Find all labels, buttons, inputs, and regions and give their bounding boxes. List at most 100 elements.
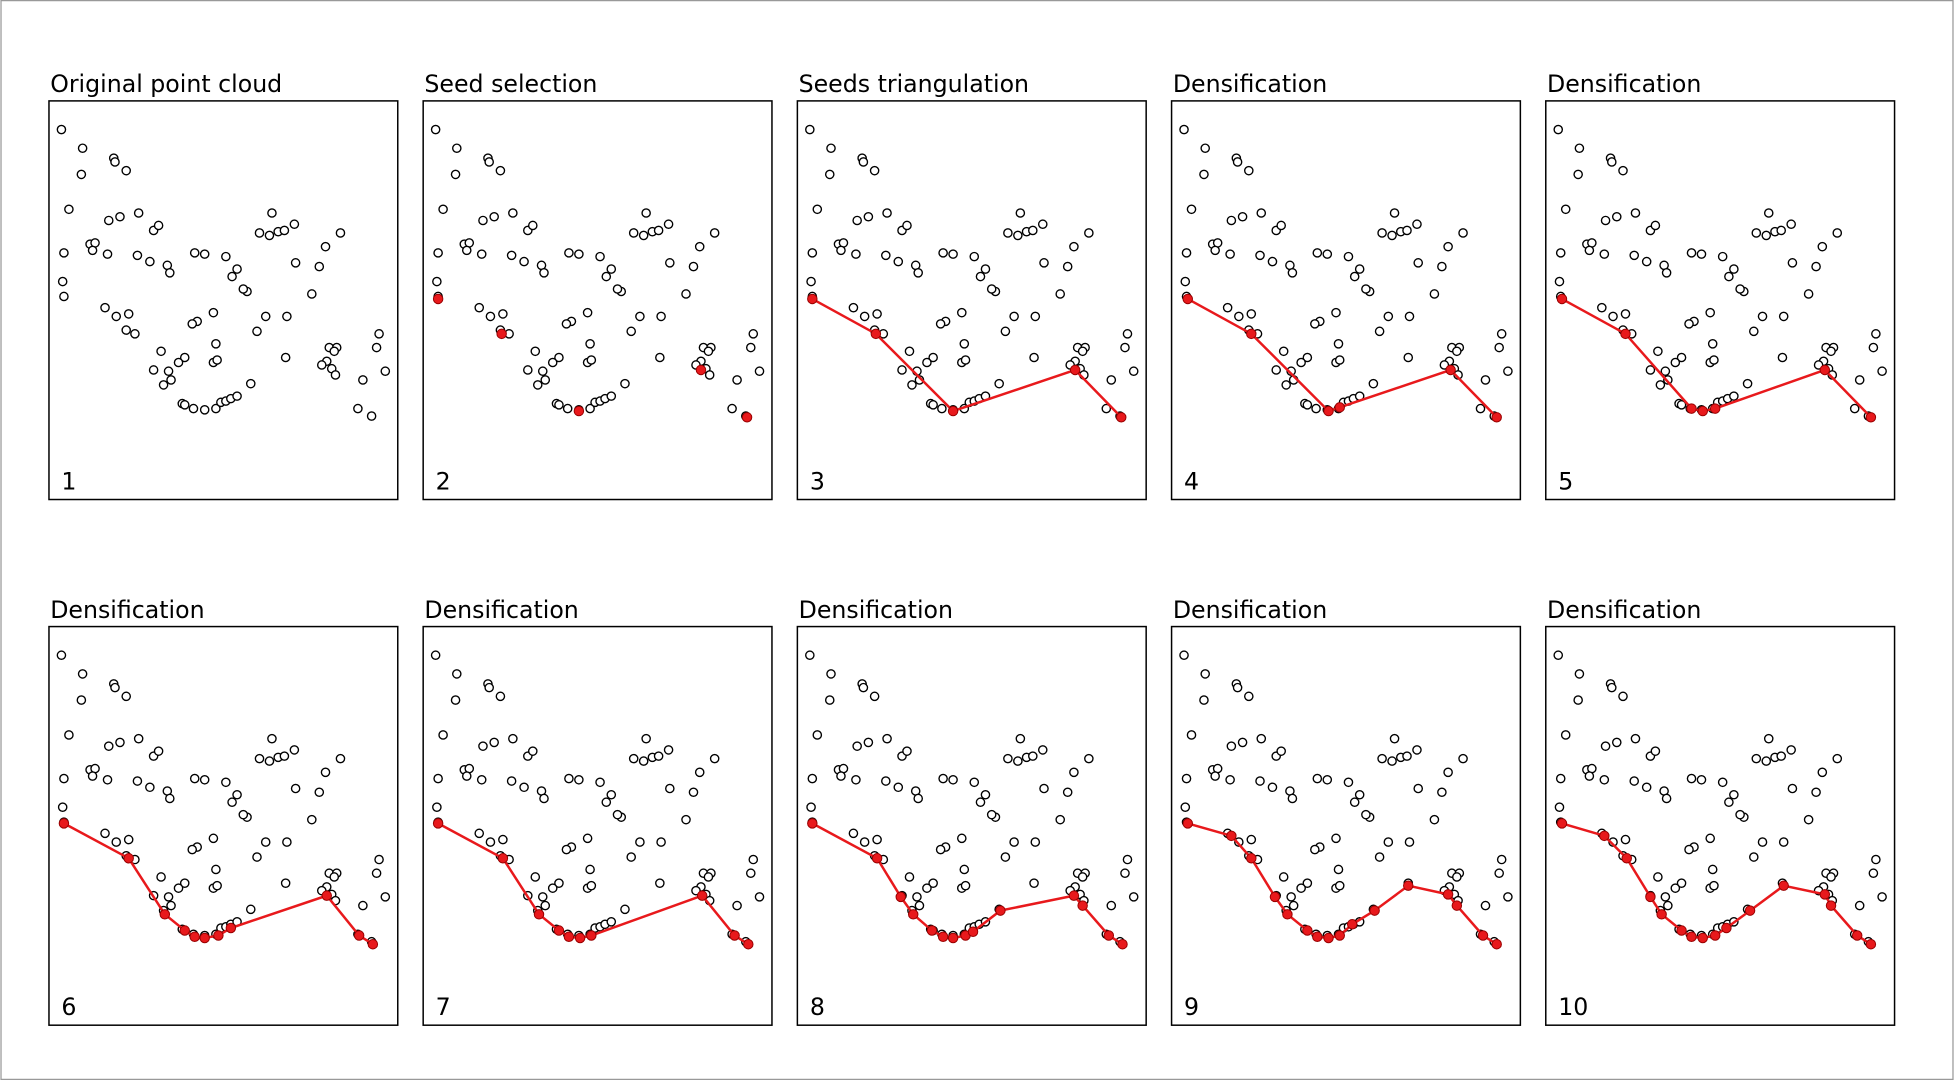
point bbox=[959, 339, 970, 349]
point bbox=[156, 872, 166, 882]
point bbox=[264, 230, 275, 241]
point bbox=[1062, 787, 1073, 798]
point bbox=[1009, 837, 1019, 847]
point bbox=[1655, 380, 1666, 390]
point bbox=[601, 797, 612, 808]
point bbox=[132, 250, 143, 261]
point bbox=[1854, 900, 1865, 911]
selected-point bbox=[1182, 818, 1194, 829]
point bbox=[881, 776, 891, 786]
point bbox=[1055, 814, 1066, 825]
selected-point bbox=[586, 930, 597, 941]
point bbox=[986, 809, 997, 820]
point bbox=[1653, 346, 1663, 357]
point bbox=[882, 208, 892, 218]
panel-box bbox=[422, 100, 773, 501]
selected-point bbox=[199, 932, 210, 944]
point bbox=[199, 405, 210, 415]
point bbox=[166, 375, 176, 385]
point bbox=[103, 215, 114, 226]
point bbox=[1246, 834, 1257, 845]
point bbox=[1620, 309, 1631, 319]
point bbox=[102, 249, 113, 259]
point bbox=[1122, 854, 1133, 865]
boundary-line bbox=[1187, 822, 1498, 946]
point bbox=[1729, 391, 1739, 401]
point bbox=[1333, 864, 1344, 875]
point bbox=[165, 268, 175, 278]
point bbox=[754, 366, 765, 377]
selected-point bbox=[1182, 293, 1194, 305]
point bbox=[1650, 220, 1661, 231]
point bbox=[187, 319, 198, 329]
point bbox=[638, 230, 649, 241]
point bbox=[1584, 771, 1595, 781]
point bbox=[1106, 900, 1117, 911]
point bbox=[1494, 342, 1504, 353]
point bbox=[564, 773, 574, 784]
point bbox=[957, 307, 967, 318]
point bbox=[1287, 268, 1298, 278]
point bbox=[1600, 741, 1611, 751]
point bbox=[158, 380, 169, 390]
point bbox=[1246, 309, 1257, 319]
point bbox=[1349, 797, 1360, 808]
selected-point bbox=[1323, 932, 1334, 944]
point bbox=[1849, 403, 1860, 414]
panel-number: 1 bbox=[61, 468, 76, 496]
point bbox=[1443, 767, 1453, 778]
point bbox=[852, 215, 862, 226]
point bbox=[1832, 753, 1843, 764]
point bbox=[1122, 329, 1133, 339]
selected-point bbox=[574, 932, 586, 944]
selected-point bbox=[123, 853, 134, 864]
point bbox=[1877, 366, 1887, 377]
point bbox=[173, 357, 184, 368]
point bbox=[922, 357, 932, 368]
point bbox=[704, 370, 715, 380]
point bbox=[111, 311, 122, 322]
point bbox=[806, 802, 816, 812]
point bbox=[1761, 756, 1772, 766]
point bbox=[1015, 208, 1026, 218]
point bbox=[508, 733, 518, 744]
point bbox=[1608, 311, 1618, 322]
point bbox=[267, 733, 277, 744]
point bbox=[330, 370, 341, 380]
point bbox=[688, 787, 699, 798]
point bbox=[893, 782, 904, 793]
point bbox=[474, 302, 485, 313]
point bbox=[187, 844, 198, 855]
point bbox=[280, 878, 291, 888]
point bbox=[863, 737, 874, 748]
point bbox=[938, 773, 948, 784]
point bbox=[1334, 355, 1345, 365]
point bbox=[484, 157, 494, 167]
point bbox=[1705, 307, 1715, 318]
point bbox=[1120, 868, 1130, 879]
point bbox=[1210, 245, 1220, 256]
point bbox=[1077, 872, 1088, 882]
point bbox=[1412, 745, 1422, 755]
point bbox=[335, 228, 346, 238]
point bbox=[1599, 249, 1610, 259]
point bbox=[907, 380, 917, 390]
selected-point bbox=[353, 930, 365, 941]
point bbox=[279, 751, 290, 761]
point bbox=[1412, 219, 1422, 230]
point bbox=[280, 352, 291, 363]
point bbox=[199, 249, 210, 259]
point bbox=[537, 366, 548, 377]
point bbox=[1120, 342, 1130, 353]
selected-point bbox=[807, 293, 818, 305]
point bbox=[432, 802, 442, 812]
point bbox=[1181, 773, 1192, 784]
point bbox=[506, 776, 517, 786]
point bbox=[628, 228, 639, 238]
point bbox=[655, 878, 665, 888]
selected-point bbox=[947, 932, 959, 944]
point bbox=[620, 904, 630, 915]
panel-title: Densification bbox=[50, 596, 204, 624]
panel-number: 3 bbox=[810, 468, 825, 496]
point bbox=[1256, 733, 1267, 744]
